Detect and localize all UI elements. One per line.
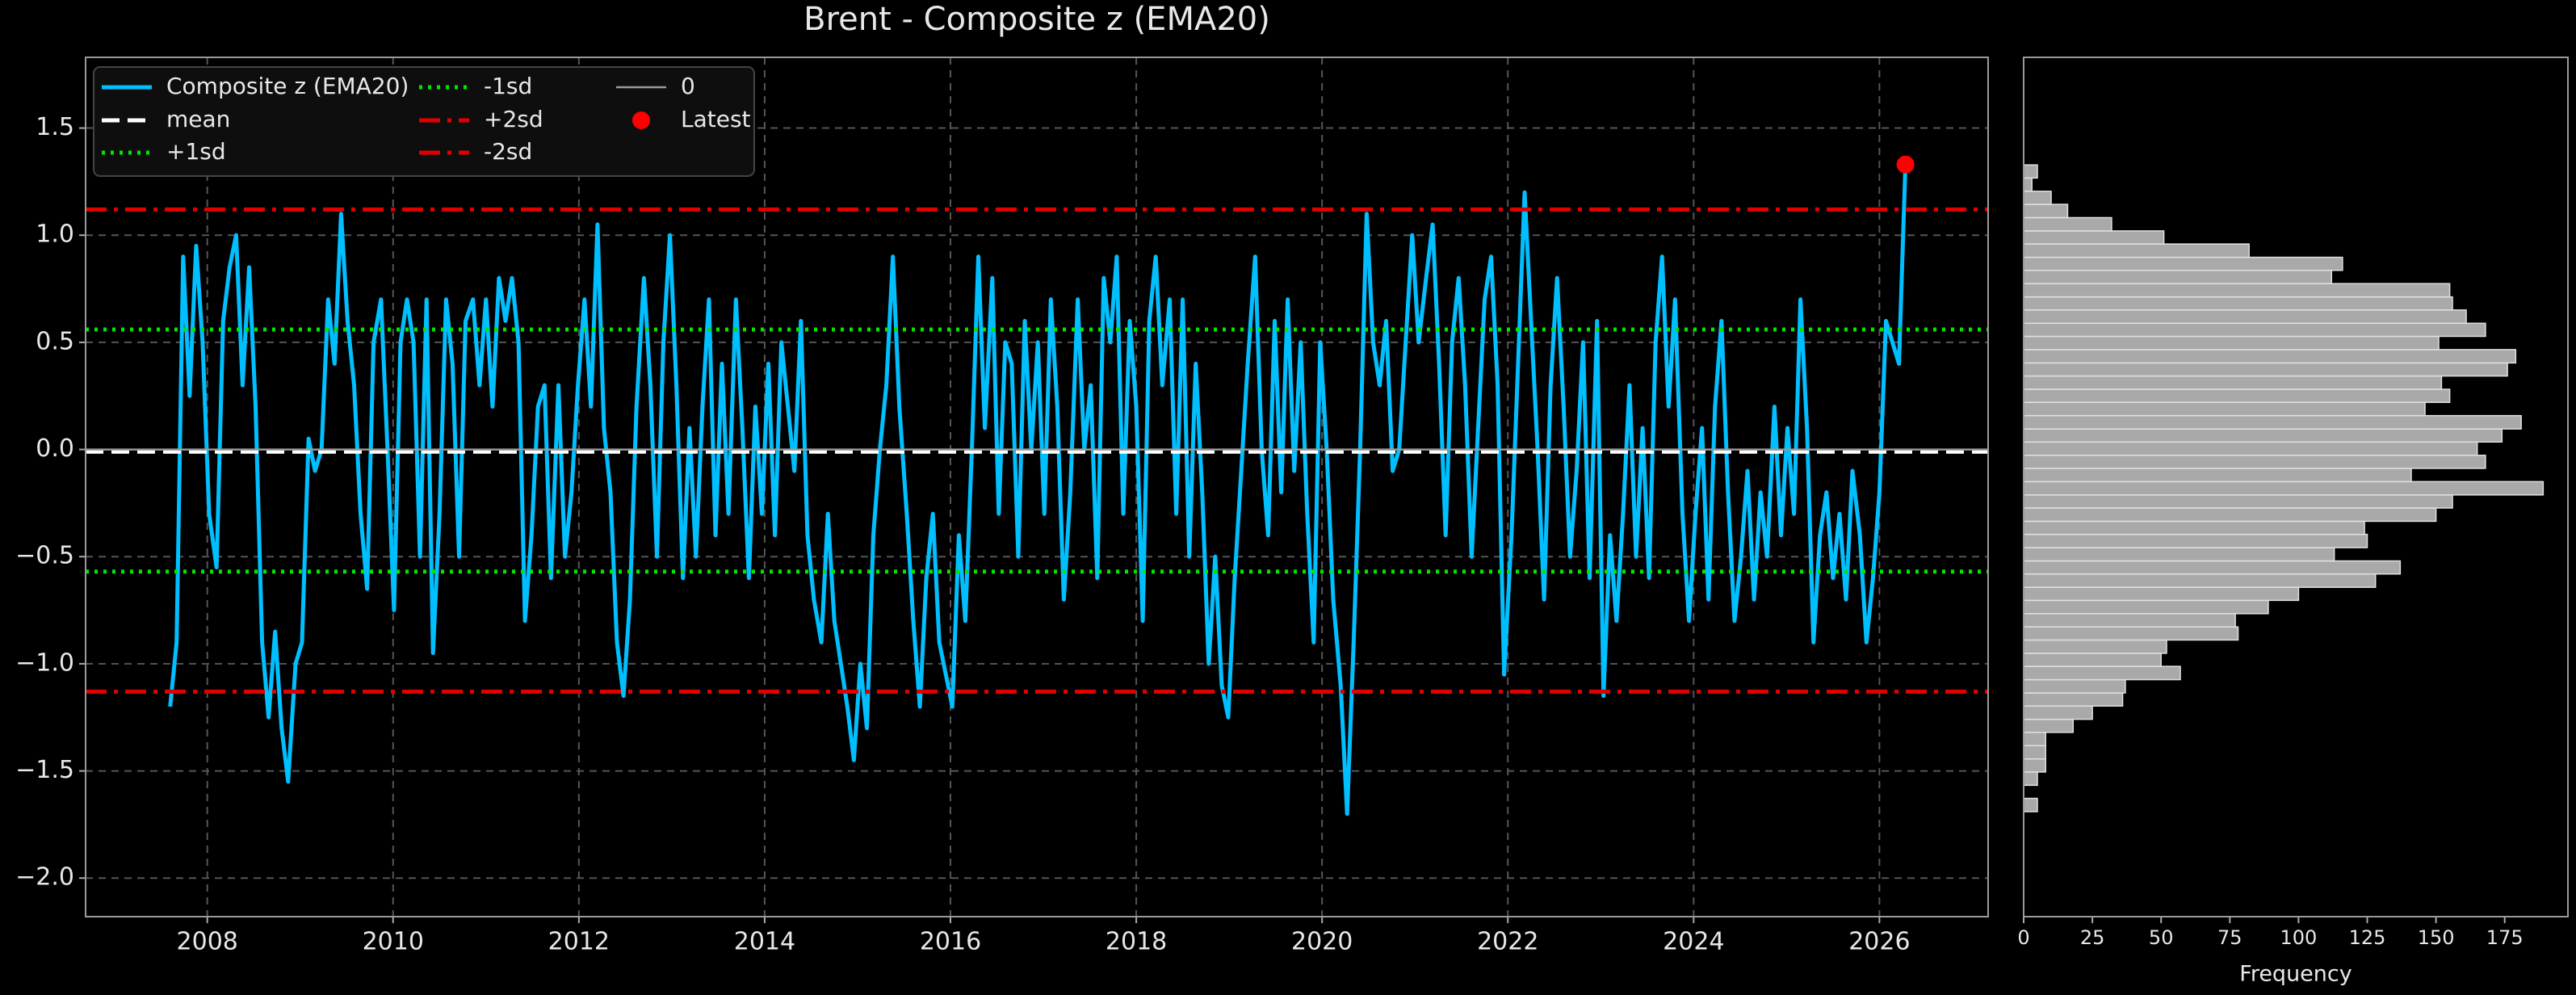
- legend-label: -1sd: [484, 73, 532, 99]
- latest-marker: [1896, 155, 1915, 174]
- histogram-bar: [2023, 243, 2250, 258]
- x-tick-label: 175: [2486, 926, 2524, 949]
- y-tick-label: 0.0: [36, 435, 74, 463]
- histogram-bar: [2023, 520, 2365, 535]
- x-tick-label: 2012: [548, 928, 610, 956]
- histogram-bar: [2023, 560, 2402, 575]
- y-tick-label: −0.5: [15, 542, 74, 570]
- legend-label: mean: [166, 106, 230, 132]
- histogram-bar: [2023, 586, 2300, 602]
- y-tick-label: 1.5: [36, 113, 74, 141]
- x-axis-label: Frequency: [2239, 962, 2352, 987]
- y-tick-label: −1.5: [15, 756, 74, 784]
- histogram-bar: [2023, 494, 2453, 509]
- histogram-bar: [2023, 191, 2052, 205]
- histogram-bar: [2023, 745, 2046, 760]
- legend-label: Composite z (EMA20): [166, 73, 409, 99]
- histogram-bar: [2023, 335, 2440, 351]
- histogram-bar: [2023, 705, 2093, 720]
- x-tick-label: 50: [2149, 926, 2174, 949]
- x-tick-label: 0: [2017, 926, 2029, 949]
- histogram-bar: [2023, 204, 2069, 219]
- histogram-bar: [2023, 428, 2503, 443]
- x-tick-label: 2008: [177, 928, 238, 956]
- axes-frame: [85, 57, 1989, 917]
- histogram-bar: [2023, 322, 2486, 338]
- histogram-bar: [2023, 547, 2335, 562]
- histogram-bar: [2023, 665, 2181, 681]
- histogram-bar: [2023, 164, 2038, 179]
- histogram-bar: [2023, 507, 2437, 523]
- histogram-bar: [2023, 269, 2333, 284]
- legend-label: Latest: [681, 106, 751, 132]
- y-tick-label: 0.5: [36, 327, 74, 355]
- x-tick-label: 25: [2080, 926, 2105, 949]
- y-tick-label: 1.0: [36, 220, 74, 249]
- histogram-bar: [2023, 653, 2162, 667]
- histogram-bar: [2023, 309, 2467, 325]
- legend-label: +2sd: [484, 106, 543, 132]
- histogram-bar: [2023, 283, 2451, 298]
- histogram-bar: [2023, 678, 2126, 694]
- x-tick-label: 100: [2280, 926, 2317, 949]
- histogram-bar: [2023, 626, 2239, 641]
- histogram-bar: [2023, 797, 2038, 812]
- histogram-bar: [2023, 401, 2426, 417]
- x-tick-label: 150: [2418, 926, 2455, 949]
- x-tick-label: 2022: [1477, 928, 1538, 956]
- histogram-bar: [2023, 177, 2033, 192]
- histogram-bar: [2023, 758, 2046, 773]
- histogram-bar: [2023, 216, 2112, 232]
- histogram-bar: [2023, 468, 2412, 483]
- legend-label: 0: [681, 73, 695, 99]
- x-tick-label: 2024: [1663, 928, 1724, 956]
- data-line: [168, 164, 1908, 817]
- x-tick-label: 2014: [734, 928, 795, 956]
- x-tick-label: 2026: [1848, 928, 1910, 956]
- histogram-bar: [2023, 256, 2343, 271]
- x-tick-label: 75: [2217, 926, 2242, 949]
- legend-swatch: [632, 111, 650, 129]
- histogram-bar: [2023, 481, 2545, 496]
- x-tick-label: 2010: [363, 928, 424, 956]
- histogram-bar: [2023, 375, 2443, 390]
- histogram-bar: [2023, 230, 2165, 245]
- axes-frame: [2023, 57, 2569, 917]
- histogram-bar: [2023, 613, 2236, 628]
- histogram-bar: [2023, 639, 2167, 654]
- histogram-bar: [2023, 349, 2517, 364]
- histogram-bar: [2023, 414, 2522, 430]
- histogram-bar: [2023, 599, 2269, 615]
- histogram-bar: [2023, 362, 2508, 377]
- histogram-bar: [2023, 718, 2075, 733]
- legend-label: +1sd: [166, 138, 226, 165]
- x-tick-label: 2020: [1291, 928, 1353, 956]
- x-tick-label: 125: [2349, 926, 2386, 949]
- histogram-bar: [2023, 388, 2451, 403]
- legend-label: -2sd: [484, 138, 532, 165]
- histogram-bar: [2023, 692, 2124, 707]
- histogram-bar: [2023, 771, 2038, 787]
- x-tick-label: 2018: [1105, 928, 1167, 956]
- chart-title: Brent - Composite z (EMA20): [803, 1, 1270, 38]
- x-tick-label: 2016: [920, 928, 981, 956]
- histogram-bar: [2023, 296, 2453, 311]
- histogram-bar: [2023, 533, 2368, 548]
- y-tick-label: −2.0: [15, 863, 74, 892]
- legend: Composite z (EMA20) mean +1sd -1sd +2sd -2sd 0…: [93, 66, 755, 177]
- plot-area: 0 25 50 75 100 125 150 175: [2017, 164, 2545, 949]
- histogram-bar: [2023, 732, 2046, 747]
- histogram-bar: [2023, 573, 2377, 588]
- histogram-bar: [2023, 441, 2478, 456]
- y-tick-label: −1.0: [15, 649, 74, 677]
- histogram-bar: [2023, 454, 2486, 469]
